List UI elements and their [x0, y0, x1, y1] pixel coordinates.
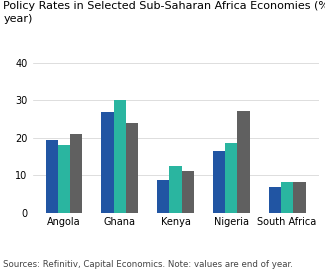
- Bar: [269, 187, 281, 213]
- Bar: [126, 123, 138, 213]
- Bar: [213, 151, 225, 213]
- Bar: [169, 166, 182, 213]
- Bar: [293, 182, 306, 213]
- Bar: [182, 171, 194, 213]
- Bar: [238, 111, 250, 213]
- Bar: [157, 180, 169, 213]
- Bar: [113, 100, 126, 213]
- Bar: [46, 140, 58, 213]
- Bar: [58, 145, 70, 213]
- Bar: [70, 134, 82, 213]
- Bar: [225, 143, 238, 213]
- Text: Policy Rates in Selected Sub-Saharan Africa Economies (%, end of
year): Policy Rates in Selected Sub-Saharan Afr…: [3, 1, 325, 24]
- Text: Sources: Refinitiv, Capital Economics. Note: values are end of year.: Sources: Refinitiv, Capital Economics. N…: [3, 260, 293, 269]
- Bar: [101, 112, 113, 213]
- Bar: [281, 182, 293, 213]
